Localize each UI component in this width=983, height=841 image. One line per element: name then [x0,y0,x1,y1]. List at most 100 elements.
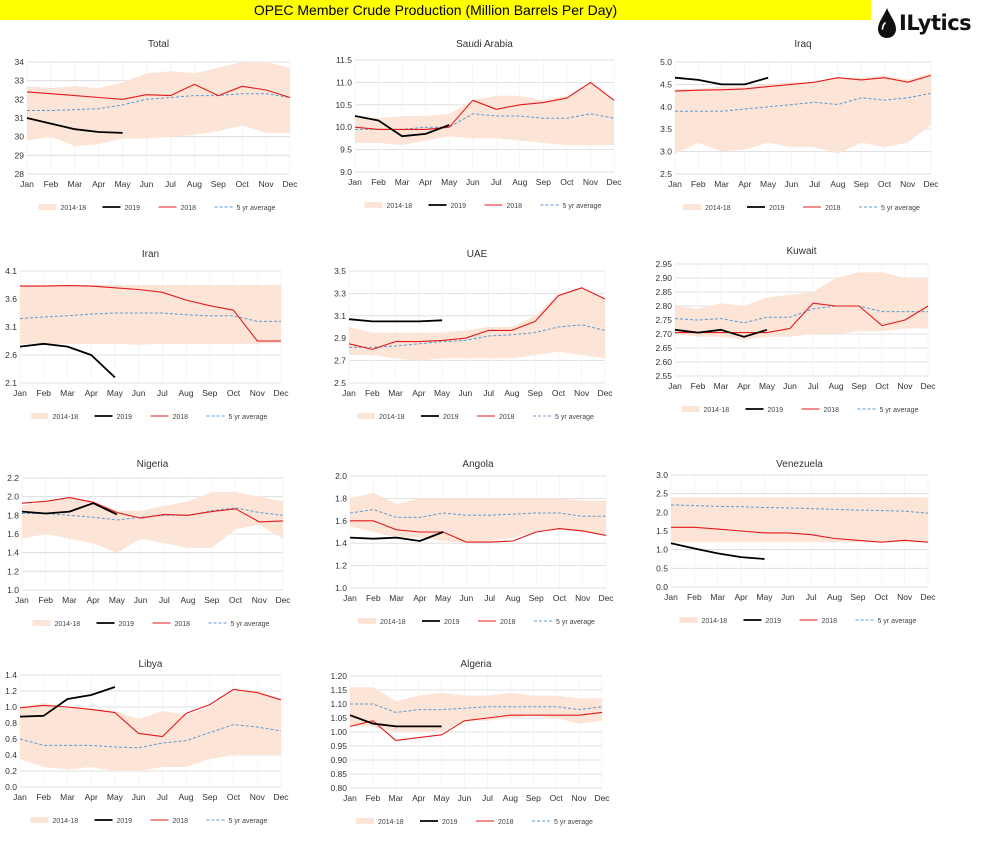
x-tick-label: Jul [806,592,817,602]
legend-label-band: 2014-18 [702,618,728,625]
series-avg-line [19,724,282,749]
x-tick-label: Mar [60,388,75,398]
series-2018-line [675,302,929,334]
y-tick-label: 4.0 [660,102,672,112]
x-tick-label: Apr [738,179,751,189]
x-tick-label: Aug [512,177,527,187]
y-tick-label: 9.5 [340,145,352,155]
x-tick-label: Nov [250,388,266,398]
y-tick-label: 11.5 [336,55,352,65]
legend-label-avg: 5 yr average [881,205,920,212]
x-tick-label: Sep [529,593,544,603]
chart-title: Saudi Arabia [456,39,513,50]
chart-title: Angola [462,459,494,470]
series-2014-18-range [22,492,283,553]
x-tick-label: May [441,177,458,187]
x-tick-label: Feb [38,595,53,605]
x-tick-label: May [759,381,776,391]
x-tick-label: Oct [229,595,243,605]
x-tick-label: May [109,595,126,605]
x-tick-label: May [756,592,773,602]
y-tick-label: 1.15 [330,685,347,695]
x-tick-label: Apr [734,592,747,602]
y-tick-label: 0.90 [330,755,347,765]
chart-uae: UAE 2.5 2.7 2.9 3.1 3.3 3.5 Jan Feb Mar Apr May Jun J… [334,249,613,421]
x-tick-label: Apr [737,381,750,391]
x-tick-label: Dec [923,179,939,189]
x-tick-label: Jun [466,177,480,187]
x-tick-label: Sep [204,595,219,605]
x-tick-label: Sep [528,388,543,398]
chart-title: Libya [139,659,163,670]
y-tick-label: 2.7 [334,356,346,366]
y-tick-label: 1.20 [330,671,347,681]
chart-kuwait: Kuwait 2.55 2.60 2.65 2.70 2.75 2.80 2.85 2.90 2.… [655,246,936,414]
legend-label-y2019: 2019 [766,618,782,625]
y-tick-label: 11.0 [336,77,352,87]
legend-label-band: 2014-18 [61,205,87,212]
legend-swatch-band [683,204,701,210]
x-tick-label: Sep [526,793,541,803]
chart-title: Nigeria [137,459,169,470]
x-tick-label: May [434,793,451,803]
y-tick-label: 29 [15,150,25,160]
x-tick-label: Oct [552,388,566,398]
x-tick-label: Oct [553,593,567,603]
legend-label-band: 2014-18 [53,414,79,421]
legend-swatch-band [358,618,376,624]
chart-title: UAE [467,249,488,260]
x-tick-label: Aug [505,593,520,603]
legend-swatch-band [679,617,698,623]
x-tick-label: Aug [179,388,194,398]
x-tick-label: Dec [282,179,298,189]
legend-label-avg: 5 yr average [556,619,595,626]
x-tick-label: Aug [503,793,518,803]
x-tick-label: Feb [44,179,59,189]
x-tick-label: Sep [851,381,866,391]
chart-title: Kuwait [786,246,816,257]
series-2014-18-range [675,272,928,340]
legend-label-band: 2014-18 [705,205,731,212]
x-tick-label: Apr [92,179,105,189]
y-tick-label: 1.10 [330,699,347,709]
y-tick-label: 1.00 [330,727,347,737]
series-2019-line [21,502,118,516]
series-avg-line [19,312,281,322]
y-tick-label: 2.5 [656,489,668,499]
x-tick-label: Jan [15,595,29,605]
logo-text: ILytics [899,11,972,35]
chart-title: Algeria [460,659,492,670]
x-tick-label: Sep [854,179,869,189]
legend-label-y2019: 2019 [117,414,133,421]
y-tick-label: 4.1 [5,266,17,276]
legend-swatch-band [30,413,49,419]
x-tick-label: Jun [458,793,472,803]
x-tick-label: Jul [157,388,168,398]
x-tick-label: Nov [572,793,588,803]
oil-drop-icon [878,8,896,38]
legend-label-avg: 5 yr average [231,621,270,628]
x-tick-label: Apr [412,793,425,803]
x-tick-label: Apr [412,388,425,398]
legend-label-y2018: 2018 [498,819,514,826]
y-tick-label: 2.70 [655,329,672,339]
y-tick-label: 1.2 [335,561,347,571]
legend-label-band: 2014-18 [378,819,404,826]
series-2018-line [348,287,606,350]
x-tick-label: Nov [583,177,599,187]
y-tick-label: 3.3 [334,288,346,298]
x-tick-label: Nov [252,595,268,605]
series-2019-line [354,115,450,138]
y-tick-label: 34 [15,57,25,67]
x-tick-label: Jul [482,793,493,803]
x-tick-label: Feb [365,388,380,398]
series-avg-line [350,703,603,713]
chart-venezuela: Venezuela 0.0 0.5 1.0 1.5 2.0 2.5 3.0 Jan Feb Mar A… [656,459,936,625]
x-tick-label: Nov [900,179,916,189]
y-tick-label: 0.85 [330,769,347,779]
chart-iraq: Iraq 2.5 3.0 3.5 4.0 4.5 5.0 Jan Feb Mar Apr May Jun… [660,39,939,212]
y-tick-label: 3.1 [334,311,346,321]
x-tick-label: Oct [875,592,889,602]
x-tick-label: Jun [132,388,146,398]
legend-swatch-band [38,204,57,210]
